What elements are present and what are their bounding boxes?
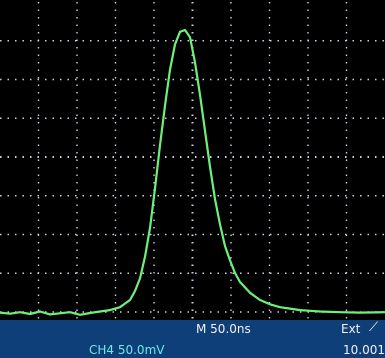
channel-scale-label[interactable]: CH4 50.0mV xyxy=(89,343,165,357)
status-bar xyxy=(0,320,385,358)
trigger-level-label[interactable]: 10.001 xyxy=(343,343,385,357)
trigger-source-label[interactable]: Ext xyxy=(341,322,361,336)
scope-screen xyxy=(0,0,385,320)
waveform-trace xyxy=(0,28,385,316)
timebase-label[interactable]: M 50.0ns xyxy=(196,322,251,336)
rising-edge-icon: ⟋ xyxy=(369,320,379,335)
